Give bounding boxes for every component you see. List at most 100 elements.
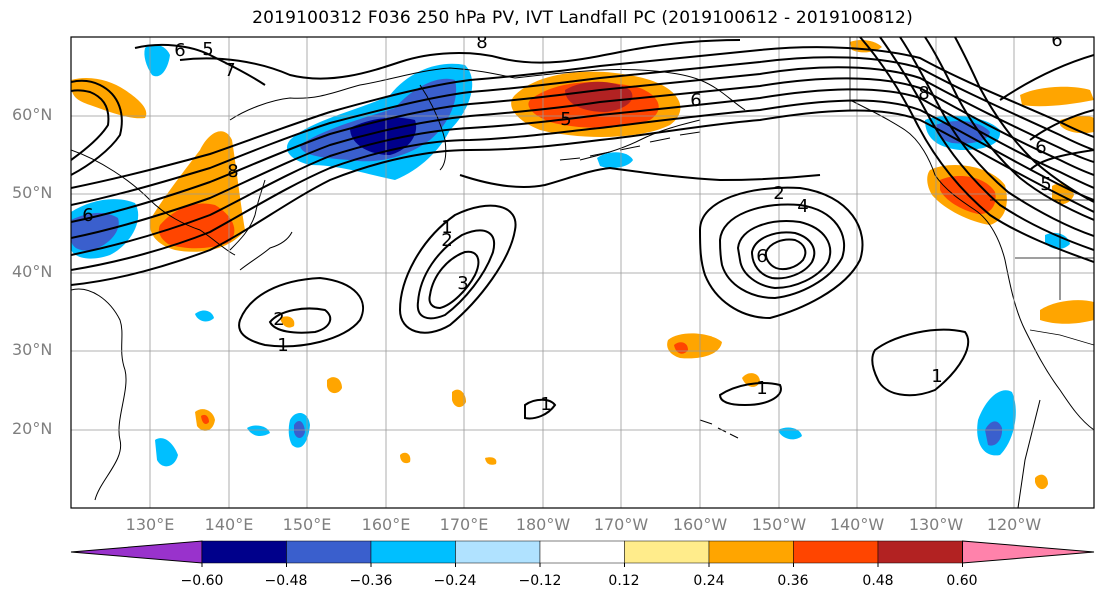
coast-asia xyxy=(71,67,516,501)
colorbar-bin xyxy=(201,540,287,564)
contour-cutoff-east-5 xyxy=(764,238,807,271)
contour-east-stack-1 xyxy=(859,37,1094,263)
contour-label: 3 xyxy=(457,273,468,294)
shade-positive-nw-canada xyxy=(1020,86,1094,107)
shade-positive-pac-2 xyxy=(485,457,497,465)
contour-ne-2 xyxy=(1029,109,1094,141)
colorbar-bin xyxy=(793,540,879,564)
contour-label: 8 xyxy=(476,32,487,53)
lon-label: 130°E xyxy=(125,515,175,534)
shade-negative-hawaii-s xyxy=(778,427,802,440)
contour-cutoff-mid-mid xyxy=(416,229,496,320)
colorbar-tick-label: −0.36 xyxy=(349,573,393,589)
shade-positive-china xyxy=(71,78,147,119)
contour-cutoff-mid-outer xyxy=(398,204,517,334)
contour-cutoff-east-outer xyxy=(698,186,864,320)
colorbar-tick-label: 0.48 xyxy=(862,573,894,589)
colorbar-bin xyxy=(286,540,372,564)
lon-label: 130°W xyxy=(908,515,964,534)
lon-label: 160°W xyxy=(672,515,728,534)
contour-label: 5 xyxy=(560,109,571,130)
contour-west-2 xyxy=(71,89,110,161)
contour-jet-3 xyxy=(71,88,1094,256)
shade-positive-mid-2 xyxy=(452,389,466,408)
colorbar-tick-label: 0.12 xyxy=(608,573,640,589)
shade-negative-guam-core xyxy=(294,420,305,438)
contour-label: 1 xyxy=(540,394,551,415)
contour-ne-3 xyxy=(1029,149,1094,171)
lat-label: 40°N xyxy=(12,262,53,281)
colorbar-bin xyxy=(624,540,710,564)
lon-label: 180°W xyxy=(515,515,571,534)
shade-positive-mid-1 xyxy=(327,377,342,394)
map-title: 2019100312 F036 250 hPa PV, IVT Landfall… xyxy=(252,8,913,28)
lon-label: 140°W xyxy=(829,515,885,534)
contour-label-group: 5 6 7 8 8 6 5 6 8 2 4 6 2 1 3 2 1 1 1 1 … xyxy=(82,30,1062,415)
shade-negative-taiwan xyxy=(195,310,214,322)
contour-jet-6 xyxy=(71,56,1094,206)
colorbar-tick-label: −0.48 xyxy=(264,573,308,589)
colorbar-bin xyxy=(455,540,541,564)
contour-label: 5 xyxy=(202,39,213,60)
lon-label: 150°E xyxy=(282,515,332,534)
contour-cutoff-west-inner xyxy=(268,307,332,334)
shade-negative-n-pacific xyxy=(597,152,633,168)
contour-east-stack-3 xyxy=(899,37,1094,237)
contour-label: 8 xyxy=(918,83,929,104)
contour-west-3 xyxy=(134,43,266,86)
contour-label: 4 xyxy=(797,196,808,217)
contour-label: 1 xyxy=(931,366,942,387)
contour-label: 1 xyxy=(756,378,767,399)
lat-label: 30°N xyxy=(12,340,53,359)
shade-negative-mariana xyxy=(247,425,270,436)
contour-label: 1 xyxy=(277,335,288,356)
shade-positive-kyushu xyxy=(280,316,295,328)
colorbar-tick-label: 0.60 xyxy=(946,573,978,589)
contour-jet-2 xyxy=(71,99,1094,271)
contour-label: 6 xyxy=(1051,30,1062,51)
gridlines xyxy=(71,37,1094,508)
contour-jet-4 xyxy=(71,77,1094,239)
contour-jet-5 xyxy=(71,66,1094,223)
contour-label: 2 xyxy=(773,183,784,204)
contour-1-small xyxy=(524,398,557,420)
colorbar-tick-label: −0.12 xyxy=(518,573,562,589)
contour-cutoff-east-4 xyxy=(750,231,816,280)
contour-west-1 xyxy=(71,79,123,176)
contour-label: 2 xyxy=(273,309,284,330)
colorbar-tick-label: 0.36 xyxy=(777,573,809,589)
contour-label: 5 xyxy=(1040,174,1051,195)
colorbar-extend-low xyxy=(70,540,203,564)
contour-1-subtrop xyxy=(871,328,970,397)
contour-jet-1 xyxy=(71,109,1094,286)
contour-ne-1 xyxy=(999,54,1094,101)
contour-label: 6 xyxy=(82,205,93,226)
contour-cutoff-west-outer xyxy=(238,276,365,348)
coastlines xyxy=(71,67,1094,508)
contour-east-stack-5 xyxy=(954,37,1094,203)
contour-label: 6 xyxy=(1035,137,1046,158)
shade-positive-baja xyxy=(1035,474,1048,490)
contour-cutoff-east-3 xyxy=(736,220,832,290)
colorbar-bin xyxy=(539,540,625,564)
colorbar-bin xyxy=(708,540,794,564)
contour-cutoff-mid-inner xyxy=(428,250,480,310)
shade-positive-east-canada xyxy=(1060,115,1094,134)
coast-alaska xyxy=(514,68,746,161)
colorbar-ticks xyxy=(201,563,963,567)
lon-label: 170°E xyxy=(439,515,489,534)
shade-positive-japan-core xyxy=(158,203,235,249)
colorbar-bin xyxy=(370,540,456,564)
pv-contours xyxy=(71,37,1094,420)
contour-jet-7 xyxy=(71,46,1094,189)
shade-positive-pac-1 xyxy=(400,452,411,464)
colorbar xyxy=(70,540,1095,567)
contour-jet-8 xyxy=(179,39,741,80)
lon-label: 170°W xyxy=(593,515,649,534)
contour-label: 7 xyxy=(224,60,235,81)
contour-east-stack-4 xyxy=(924,37,1094,221)
coast-north-america xyxy=(849,99,1094,431)
shade-negative-mexico-core xyxy=(985,421,1003,446)
coast-mexico xyxy=(1017,399,1041,508)
